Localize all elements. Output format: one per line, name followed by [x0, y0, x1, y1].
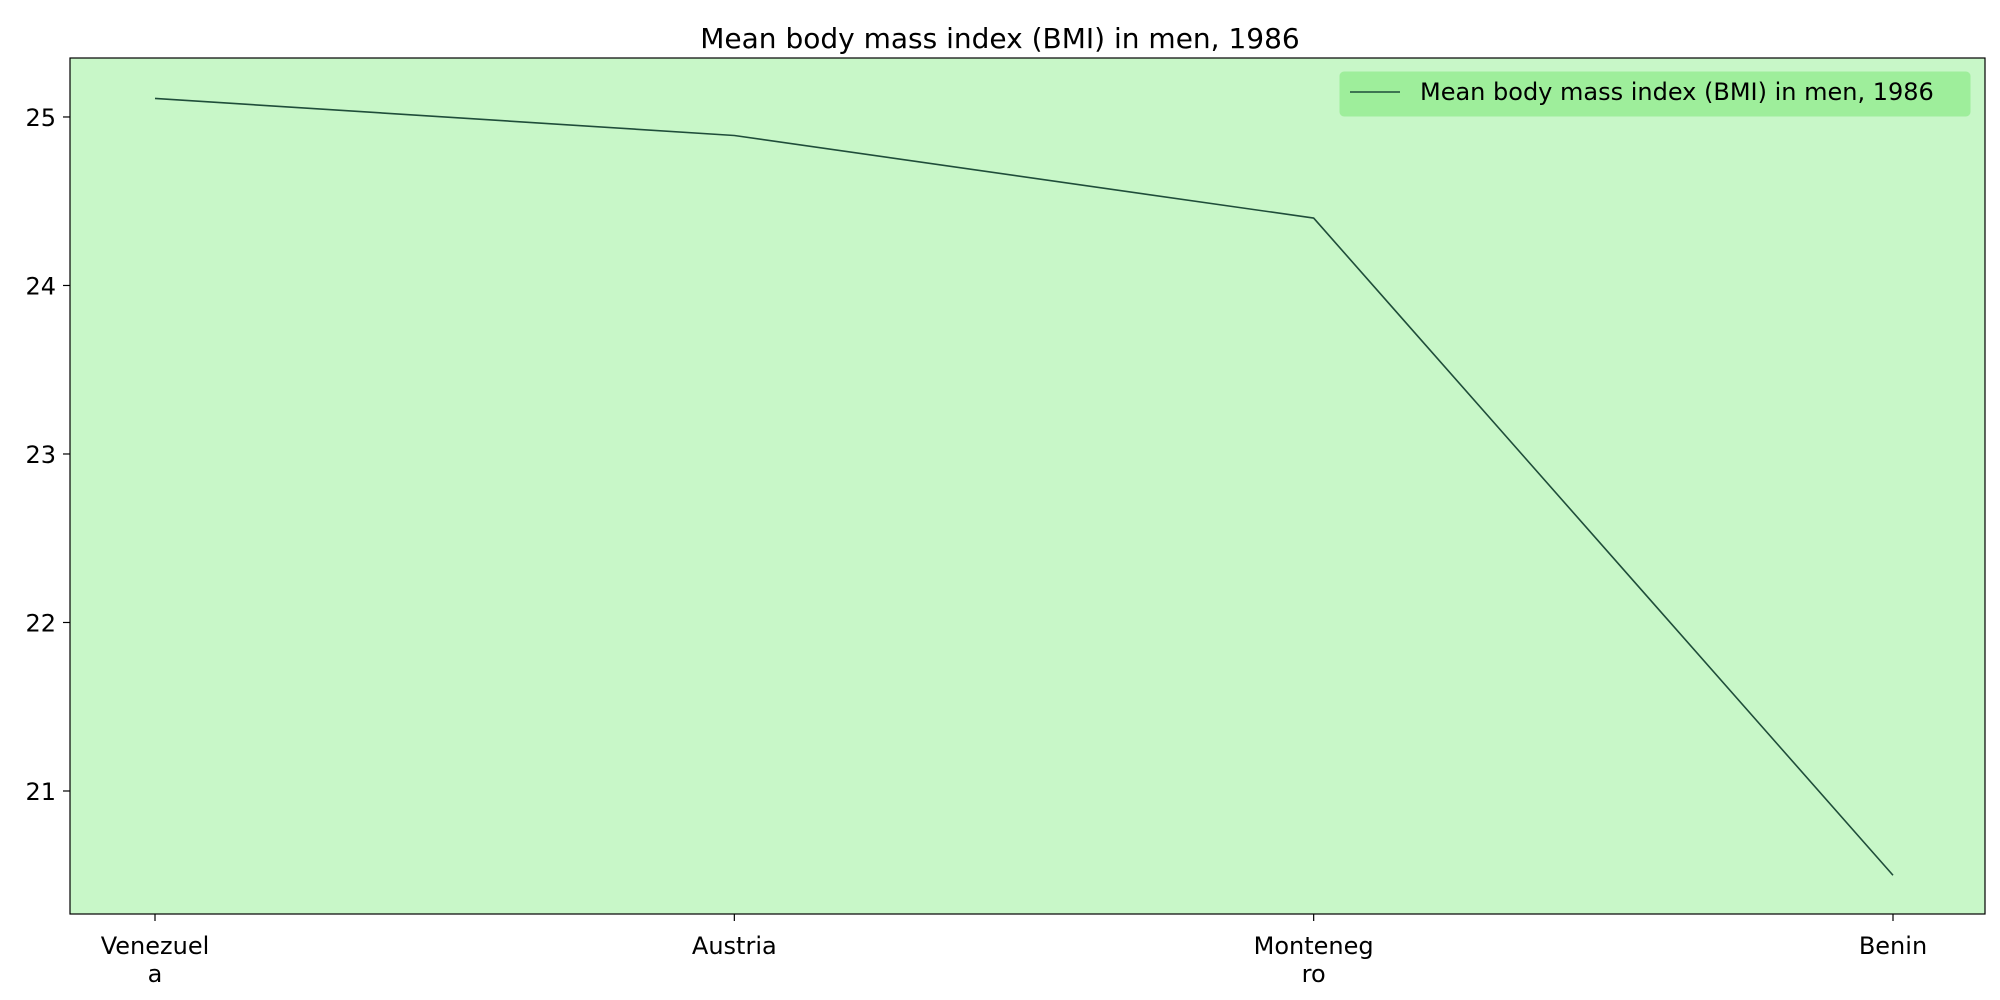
- x-tick-label: Austria: [692, 932, 777, 960]
- chart-title: Mean body mass index (BMI) in men, 1986: [700, 22, 1299, 55]
- series-layer: [154, 97, 1894, 876]
- x-tick-label: a: [148, 960, 163, 988]
- y-tick-label: 22: [25, 609, 56, 637]
- plot-area: [69, 57, 1986, 915]
- y-tick-label: 23: [25, 441, 56, 469]
- y-tick-label: 21: [25, 778, 56, 806]
- x-tick-label: Venezuel: [101, 932, 210, 960]
- x-tick-label: Benin: [1859, 932, 1927, 960]
- y-tick-label: 24: [25, 272, 56, 300]
- y-tick-label: 25: [25, 104, 56, 132]
- x-tick-label: ro: [1302, 960, 1326, 988]
- legend: Mean body mass index (BMI) in men, 1986: [1339, 71, 1971, 117]
- x-tick-label: Monteneg: [1254, 932, 1374, 960]
- legend-box: [1339, 71, 1971, 117]
- legend-label: Mean body mass index (BMI) in men, 1986: [1420, 78, 1934, 106]
- series-line: [154, 97, 1894, 876]
- y-axis: 21 22 23 24 25: [25, 104, 70, 806]
